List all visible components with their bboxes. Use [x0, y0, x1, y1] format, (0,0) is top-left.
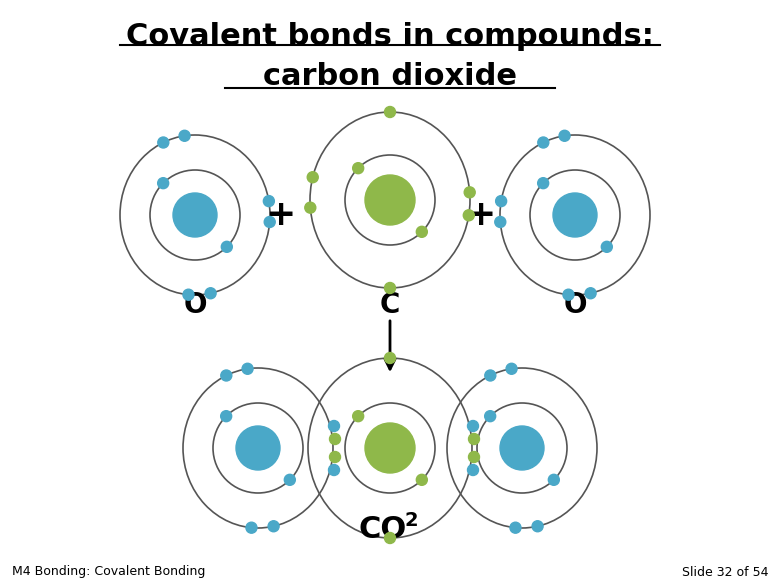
Circle shape — [365, 423, 415, 473]
Circle shape — [601, 242, 612, 252]
Text: Covalent bonds in compounds:: Covalent bonds in compounds: — [126, 22, 654, 51]
Circle shape — [329, 452, 341, 463]
Circle shape — [222, 242, 232, 252]
Circle shape — [365, 175, 415, 225]
Circle shape — [179, 130, 190, 142]
Circle shape — [353, 411, 363, 422]
Text: M4 Bonding: Covalent Bonding: M4 Bonding: Covalent Bonding — [12, 566, 205, 579]
Circle shape — [264, 195, 275, 207]
Circle shape — [328, 421, 339, 432]
Circle shape — [305, 202, 316, 213]
Circle shape — [467, 421, 478, 432]
Text: CO: CO — [359, 515, 407, 545]
Circle shape — [585, 288, 596, 299]
Circle shape — [205, 288, 216, 299]
Circle shape — [563, 289, 574, 300]
Text: +: + — [265, 198, 295, 232]
Circle shape — [553, 193, 597, 237]
Text: carbon dioxide: carbon dioxide — [263, 62, 517, 91]
Circle shape — [495, 195, 507, 207]
Circle shape — [485, 370, 496, 381]
Circle shape — [173, 193, 217, 237]
Circle shape — [158, 137, 168, 148]
Circle shape — [500, 426, 544, 470]
Text: O: O — [183, 291, 207, 319]
Circle shape — [506, 363, 517, 374]
Circle shape — [467, 464, 478, 476]
Circle shape — [510, 522, 521, 533]
Circle shape — [236, 426, 280, 470]
Circle shape — [353, 163, 363, 174]
Circle shape — [469, 433, 480, 445]
Circle shape — [463, 210, 474, 221]
Circle shape — [242, 363, 253, 374]
Circle shape — [532, 521, 543, 532]
Circle shape — [285, 474, 296, 486]
Circle shape — [464, 187, 475, 198]
Circle shape — [385, 532, 395, 543]
Circle shape — [469, 452, 480, 463]
Text: C: C — [380, 291, 400, 319]
Circle shape — [484, 411, 495, 422]
Circle shape — [417, 226, 427, 238]
Circle shape — [183, 289, 194, 300]
Text: 2: 2 — [404, 511, 418, 531]
Circle shape — [268, 521, 279, 532]
Circle shape — [264, 216, 275, 228]
Circle shape — [385, 106, 395, 118]
Circle shape — [307, 172, 318, 183]
Circle shape — [537, 137, 549, 148]
Circle shape — [537, 178, 548, 189]
Circle shape — [328, 464, 339, 476]
Text: +: + — [465, 198, 495, 232]
Circle shape — [495, 216, 505, 228]
Circle shape — [158, 178, 168, 189]
Circle shape — [246, 522, 257, 533]
Circle shape — [385, 353, 395, 363]
Circle shape — [221, 370, 232, 381]
Circle shape — [417, 474, 427, 486]
Circle shape — [559, 130, 570, 142]
Circle shape — [385, 283, 395, 294]
Text: Slide 32 of 54: Slide 32 of 54 — [682, 566, 768, 579]
Circle shape — [329, 433, 341, 445]
Circle shape — [221, 411, 232, 422]
Circle shape — [548, 474, 559, 486]
Text: O: O — [563, 291, 587, 319]
